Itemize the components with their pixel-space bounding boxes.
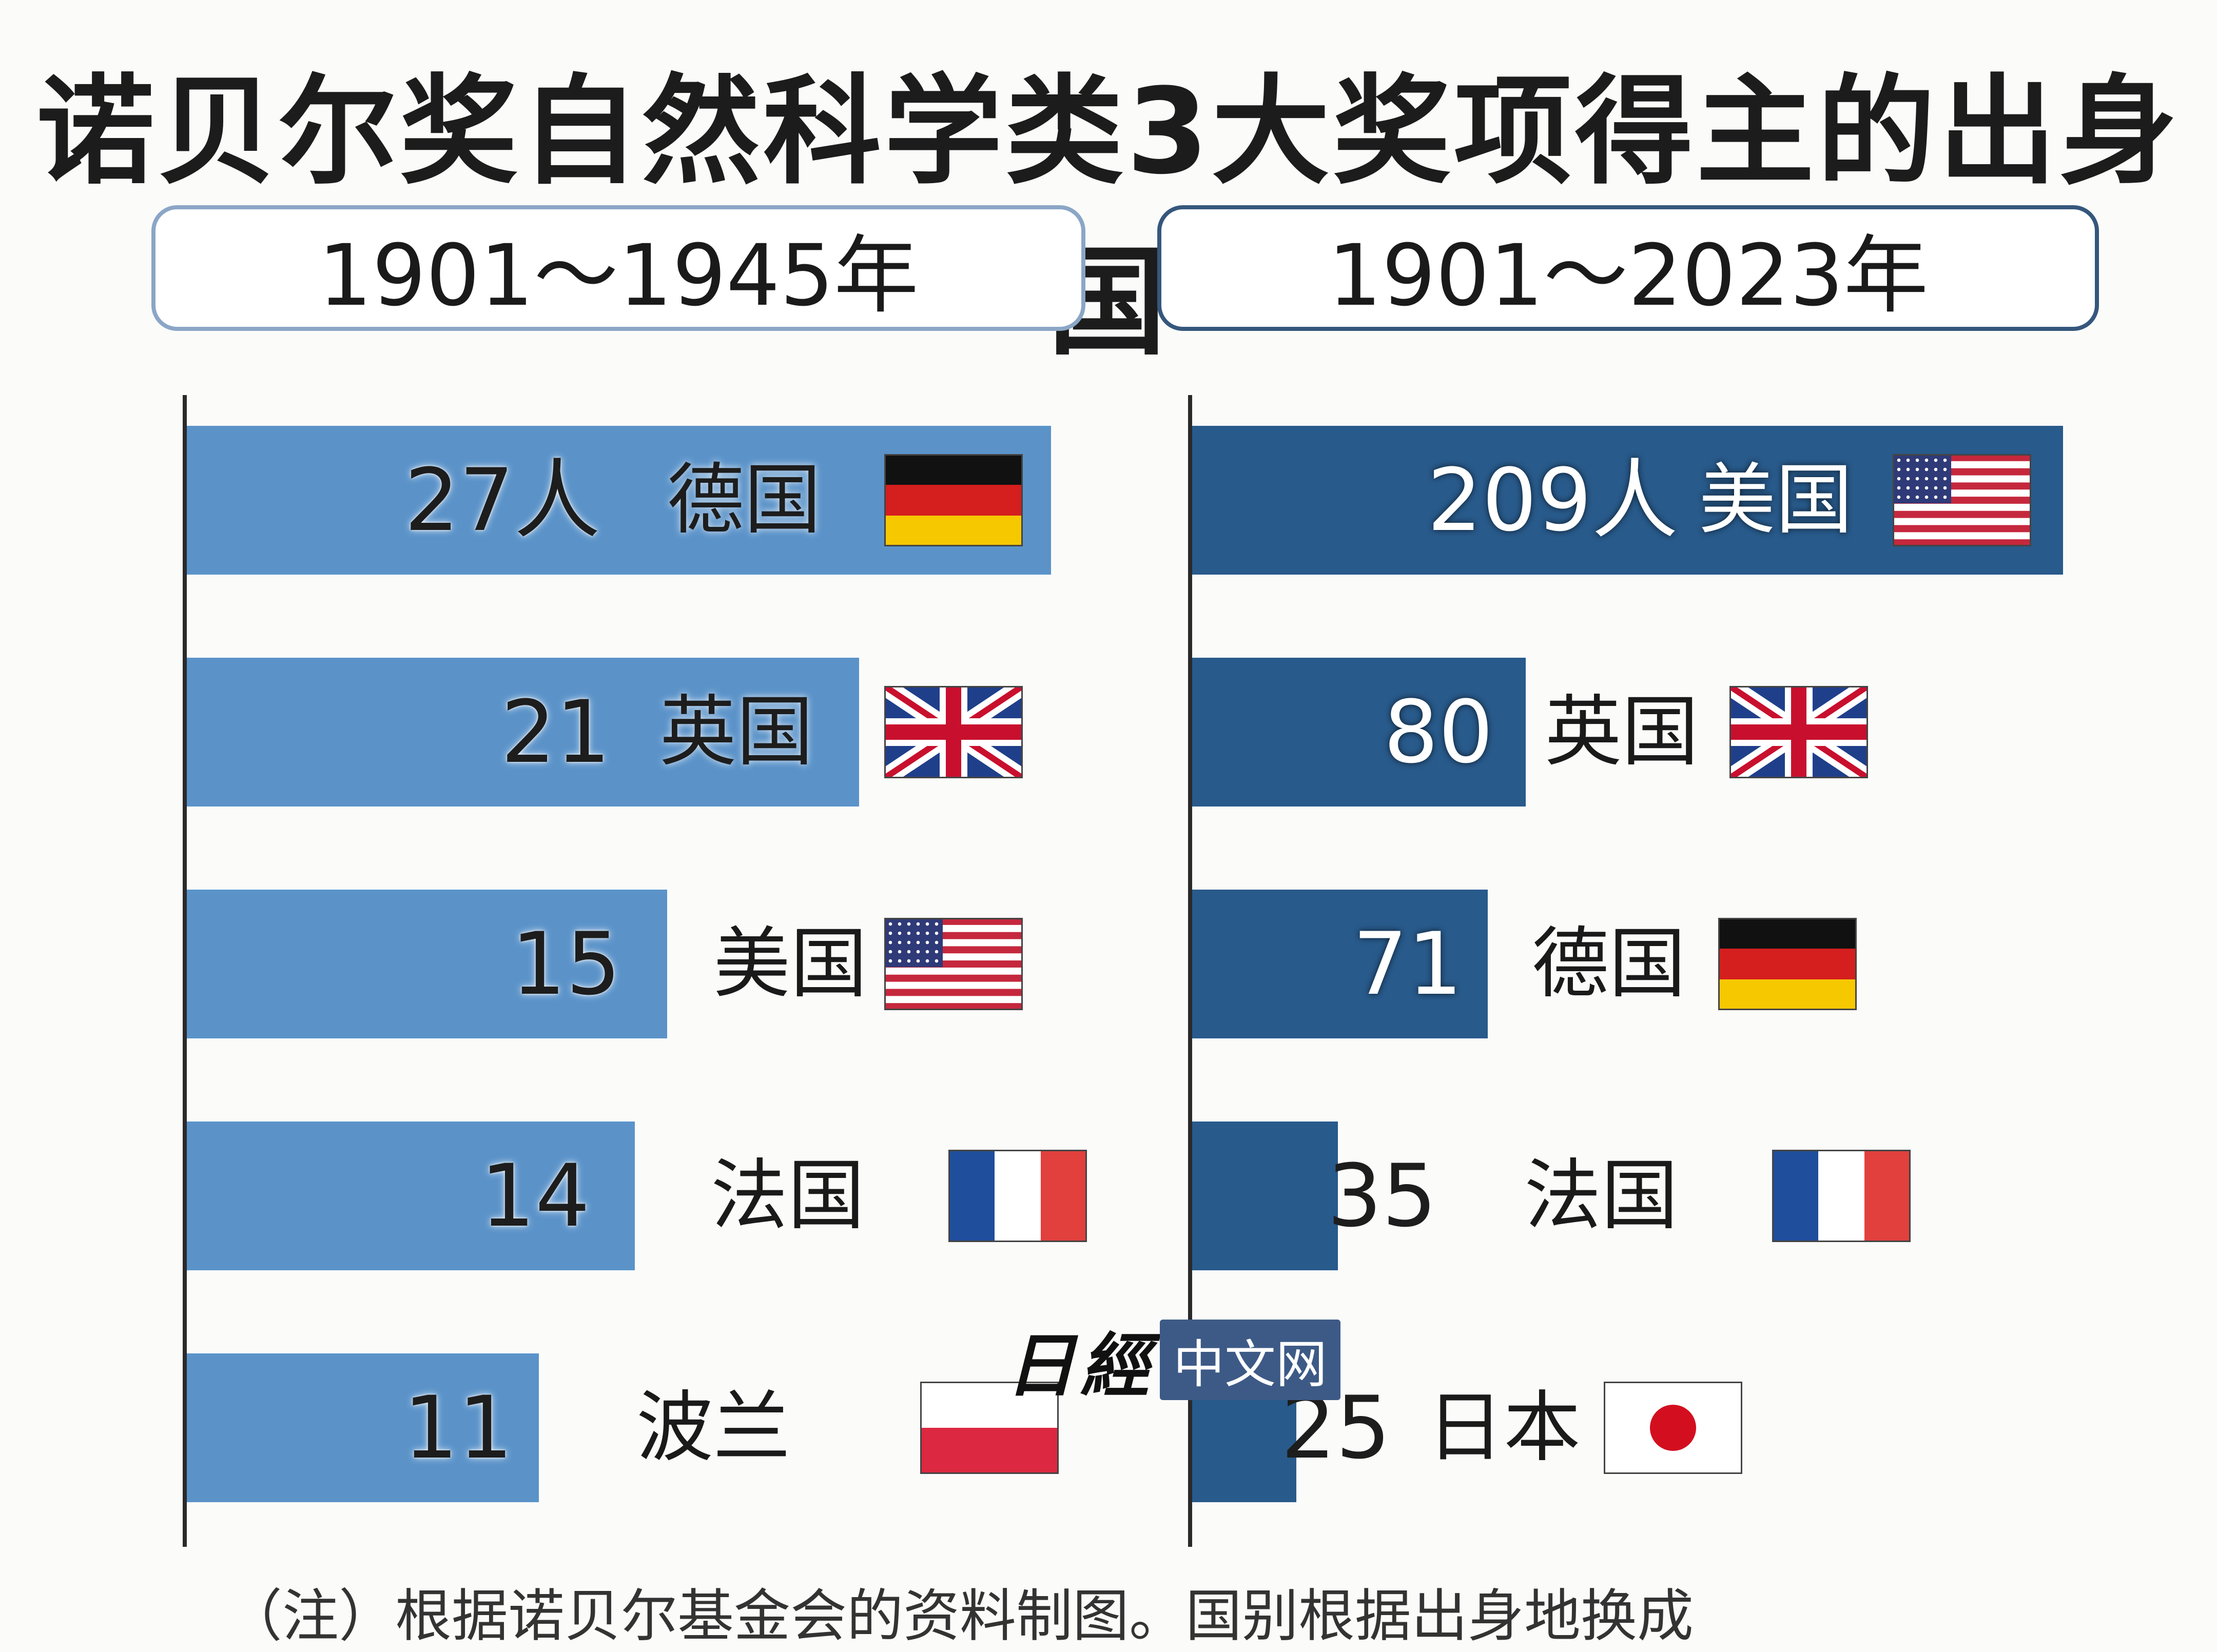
bar-left-5 [187, 1353, 539, 1502]
country-label-left-5: 波兰 [636, 1383, 791, 1472]
country-label-left-3: 美国 [713, 919, 868, 1009]
bar-left-3 [187, 890, 667, 1038]
bar-right-3 [1192, 890, 1488, 1038]
value-label-left-1: 27人 [404, 450, 600, 550]
flag-france-icon [1772, 1150, 1911, 1242]
country-label-left-4: 法国 [711, 1151, 865, 1241]
watermark-logo: 日經 [1006, 1325, 1155, 1406]
left-axis-line [183, 395, 187, 1547]
country-label-left-2: 英国 [659, 687, 814, 777]
value-label-left-2: 21 [501, 682, 611, 782]
country-label-left-1: 德国 [667, 456, 822, 545]
value-label-right-2: 80 [1384, 682, 1493, 782]
value-label-right-1: 209人 [1427, 450, 1678, 550]
value-label-right-4: 35 [1327, 1146, 1437, 1246]
value-label-left-4: 14 [480, 1146, 590, 1246]
bar-right-4 [1192, 1122, 1338, 1270]
country-label-right-1: 美国 [1699, 456, 1853, 545]
flag-germany-icon [1718, 918, 1857, 1010]
flag-japan-icon [1604, 1382, 1742, 1474]
flag-uk-icon [884, 686, 1023, 778]
right-axis-line [1188, 395, 1192, 1547]
bar-left-2 [187, 658, 859, 807]
country-label-right-5: 日本 [1427, 1383, 1581, 1472]
flag-usa-icon [1893, 454, 2031, 546]
country-label-right-4: 法国 [1524, 1151, 1679, 1241]
flag-germany-icon [884, 454, 1023, 546]
value-label-left-3: 15 [511, 914, 621, 1014]
flag-uk-icon [1729, 686, 1868, 778]
chart-title: 诺贝尔奖自然科学类3大奖项得主的出身国 [36, 64, 2181, 371]
flag-poland-icon [920, 1382, 1059, 1474]
country-label-right-2: 英国 [1545, 687, 1699, 777]
bar-left-4 [187, 1122, 635, 1270]
flag-france-icon [948, 1150, 1087, 1242]
value-label-left-5: 11 [403, 1378, 513, 1478]
value-label-right-3: 71 [1353, 914, 1463, 1014]
bar-right-2 [1192, 658, 1526, 807]
watermark-text: 中文网 [1160, 1319, 1340, 1400]
watermark: 日經 中文网 [1006, 1319, 1340, 1406]
flag-usa-icon [884, 918, 1023, 1010]
period-header-right: 1901～2023年 [1157, 205, 2099, 331]
country-label-right-3: 德国 [1532, 919, 1686, 1009]
footnote: （注）根据诺贝尔基金会的资料制图。国别根据出身地换成 [226, 1583, 1694, 1649]
period-header-left: 1901～1945年 [151, 205, 1085, 331]
